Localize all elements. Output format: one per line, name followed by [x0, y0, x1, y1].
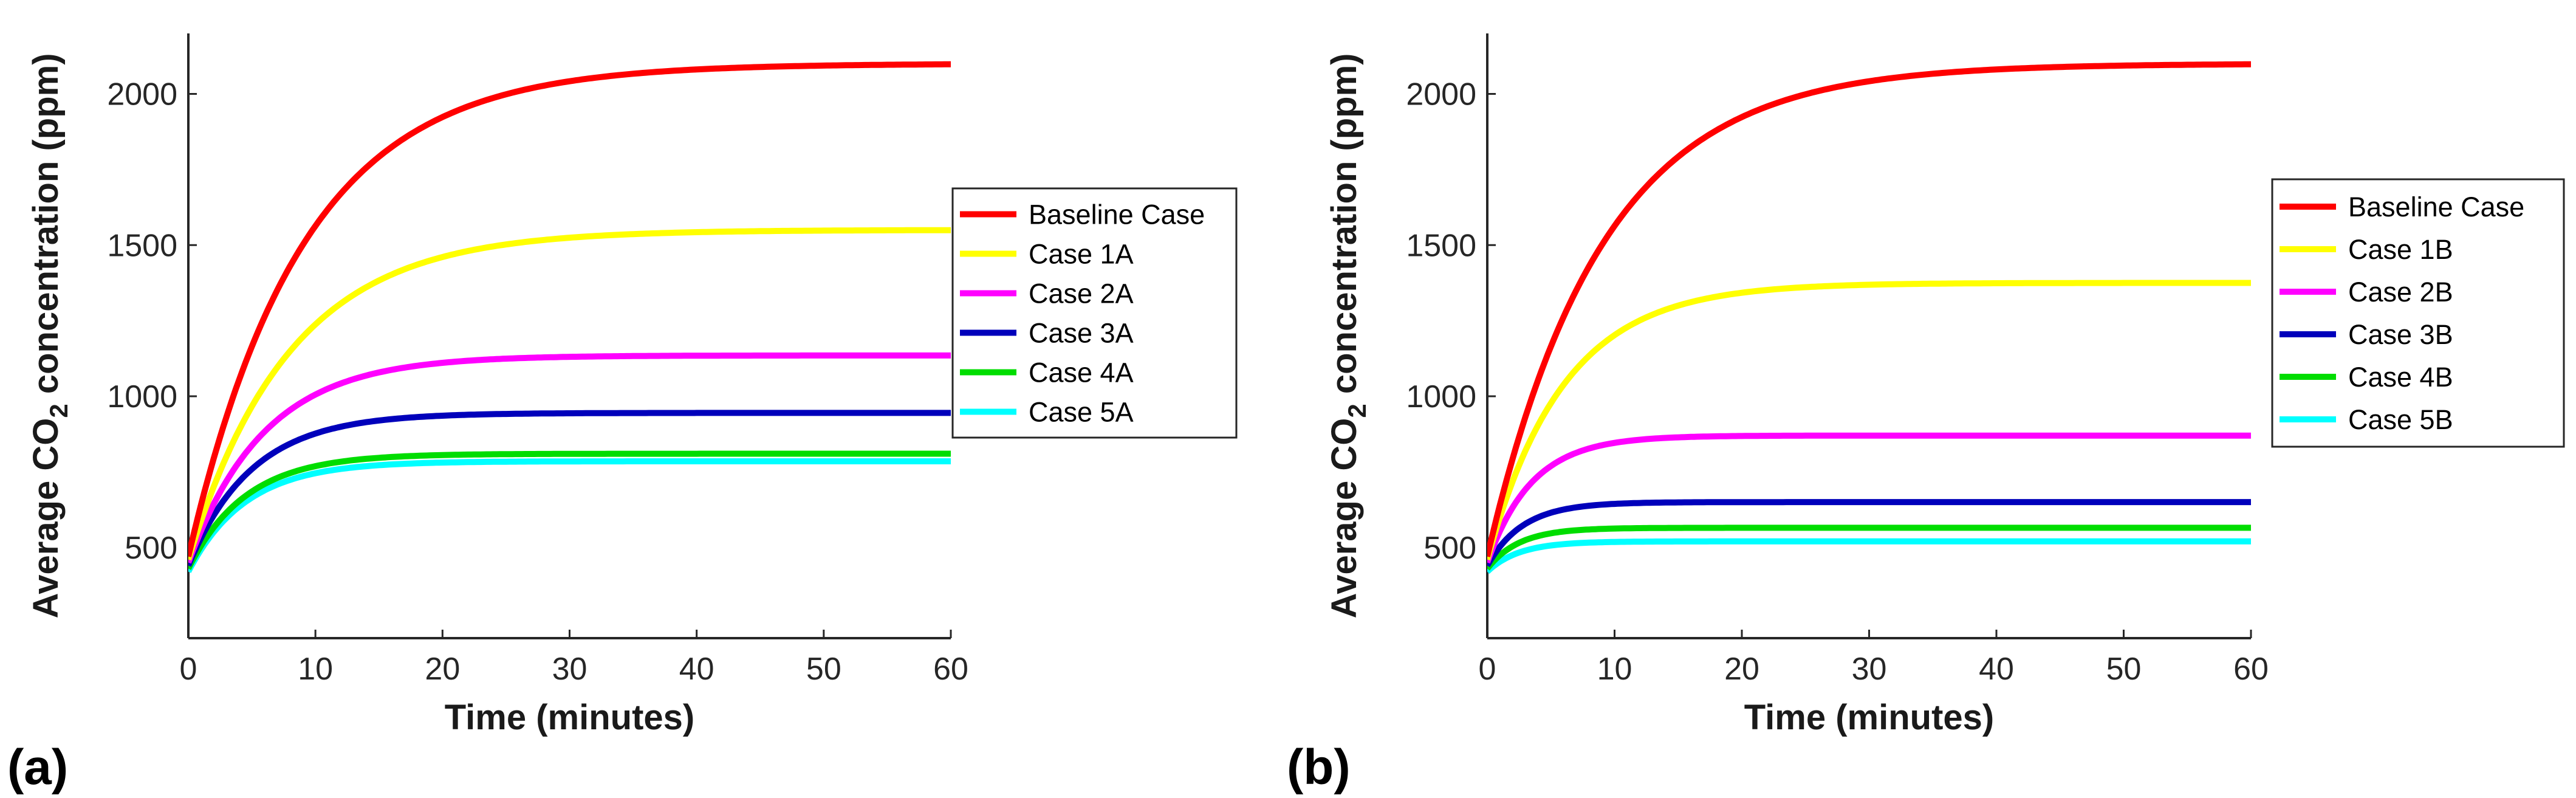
x-tick-label: 20 — [425, 652, 460, 687]
panel-label: (a) — [7, 740, 68, 795]
x-tick-label: 10 — [298, 652, 333, 687]
x-tick-label: 10 — [1597, 652, 1632, 687]
x-tick-label: 0 — [1479, 652, 1496, 687]
series-line-case-5a — [188, 458, 951, 573]
x-tick-label: 40 — [1979, 652, 2014, 687]
x-tick-label: 60 — [933, 652, 968, 687]
series-line-baseline-case — [188, 61, 951, 557]
x-tick-label: 40 — [679, 652, 714, 687]
legend-label-case-5a: Case 5A — [1029, 397, 1134, 428]
legend-label-case-3a: Case 3A — [1029, 318, 1134, 349]
x-tick-label: 30 — [1852, 652, 1887, 687]
y-axis-label: Average CO2 concentration (ppm) — [1324, 53, 1371, 618]
legend: Baseline Case Case 1B Case 2B Case 3B Case 4… — [2271, 178, 2565, 448]
y-tick-label: 500 — [1423, 531, 1476, 566]
legend-label-case-5b: Case 5B — [2348, 404, 2453, 435]
x-axis-label: Time (minutes) — [445, 698, 694, 737]
x-tick-label: 50 — [806, 652, 841, 687]
y-tick-label: 2000 — [107, 77, 177, 112]
legend-label-baseline-case: Baseline Case — [1029, 199, 1205, 230]
chart-panel-b: 0 10 20 30 40 50 60 500 1000 1500 2000 Time (minute… — [1287, 33, 2565, 795]
series-line-case-4a — [188, 450, 951, 570]
x-axis-label: Time (minutes) — [1744, 698, 1994, 737]
series-line-case-3b — [1487, 499, 2251, 568]
y-tick-label: 1500 — [1406, 228, 1476, 263]
series-line-baseline-case — [1487, 61, 2251, 557]
legend-label-case-3b: Case 3B — [2348, 319, 2453, 350]
series-line-case-5b — [1487, 538, 2251, 574]
panel-label: (b) — [1287, 740, 1351, 795]
x-tick-label: 0 — [180, 652, 197, 687]
y-tick-label: 1000 — [1406, 379, 1476, 414]
y-tick-label: 2000 — [1406, 77, 1476, 112]
series-line-case-1b — [1487, 280, 2251, 560]
legend-box — [951, 187, 1238, 439]
series-line-case-1a — [188, 227, 951, 561]
x-tick-label: 30 — [552, 652, 587, 687]
legend-label-case-2b: Case 2B — [2348, 277, 2453, 308]
x-tick-label: 60 — [2233, 652, 2269, 687]
x-tick-label: 50 — [2106, 652, 2142, 687]
legend-label-case-4b: Case 4B — [2348, 362, 2453, 393]
y-tick-label: 500 — [125, 531, 177, 566]
y-tick-label: 1000 — [107, 379, 177, 414]
series-line-case-3a — [188, 410, 951, 567]
legend-label-case-4a: Case 4A — [1029, 357, 1134, 388]
x-tick-label: 20 — [1724, 652, 1759, 687]
y-axis-label: Average CO2 concentration (ppm) — [26, 53, 73, 618]
legend-label-baseline-case: Baseline Case — [2348, 191, 2524, 222]
legend: Baseline Case Case 1A Case 2A Case 3A Case 4… — [951, 187, 1238, 439]
series-line-case-4b — [1487, 525, 2251, 571]
series-line-case-2b — [1487, 432, 2251, 564]
legend-box — [2271, 178, 2565, 448]
legend-label-case-1a: Case 1A — [1029, 239, 1134, 270]
chart-panel-a: 0 10 20 30 40 50 60 500 1000 1500 2000 Time (minute… — [7, 33, 1238, 795]
legend-label-case-2a: Case 2A — [1029, 278, 1134, 309]
legend-label-case-1b: Case 1B — [2348, 234, 2453, 265]
y-tick-label: 1500 — [107, 228, 177, 263]
series-line-case-2a — [188, 352, 951, 564]
